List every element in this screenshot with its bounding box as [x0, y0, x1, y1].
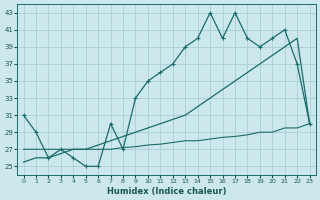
X-axis label: Humidex (Indice chaleur): Humidex (Indice chaleur) — [107, 187, 226, 196]
